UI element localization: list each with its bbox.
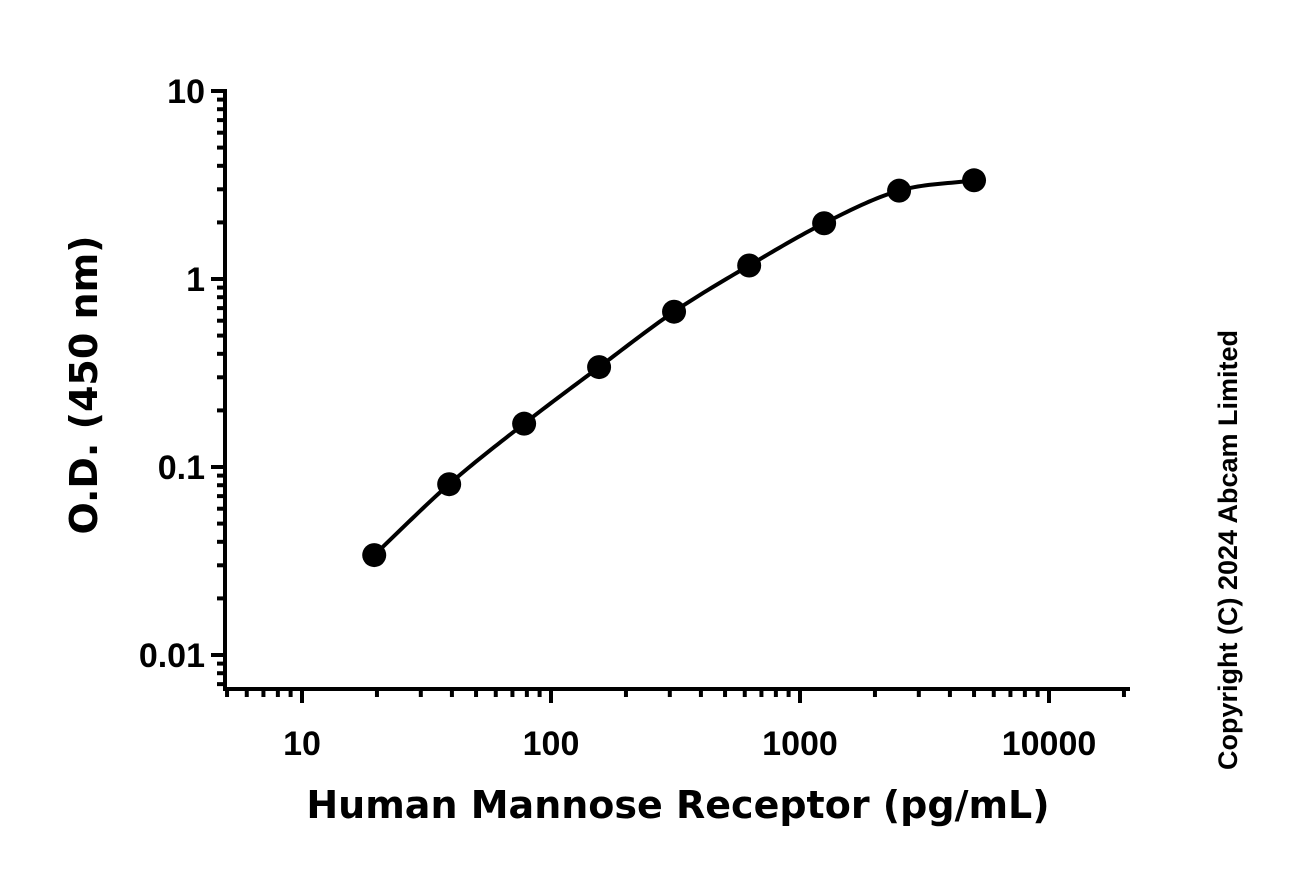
- y-tick-label: 0.01: [139, 637, 205, 675]
- data-point: [512, 411, 537, 436]
- copyright-text: Copyright (C) 2024 Abcam Limited: [1213, 330, 1243, 770]
- x-tick-label: 100: [523, 725, 580, 763]
- data-point: [362, 543, 387, 568]
- y-axis-title: O.D. (450 nm): [62, 235, 106, 534]
- x-axis-title: Human Mannose Receptor (pg/mL): [306, 783, 1049, 827]
- x-tick-label: 10: [283, 725, 321, 763]
- data-points: [362, 168, 987, 568]
- data-point: [962, 168, 987, 193]
- y-tick-label: 10: [167, 73, 205, 111]
- x-tick-label: 1000: [762, 725, 838, 763]
- fit-curve: [372, 178, 975, 557]
- data-point: [812, 211, 837, 236]
- x-tick-label: 10000: [1002, 725, 1097, 763]
- tick-labels: 0.01 0.1 1 10 10 100 1000 10000: [139, 73, 1096, 763]
- data-point: [662, 299, 687, 324]
- axes: [223, 89, 1130, 691]
- data-point: [737, 253, 762, 278]
- y-tick-label: 1: [186, 261, 205, 299]
- ticks: [211, 89, 1126, 703]
- data-point: [887, 178, 912, 203]
- data-point: [437, 472, 462, 497]
- data-point: [587, 355, 612, 380]
- y-tick-label: 0.1: [158, 449, 205, 487]
